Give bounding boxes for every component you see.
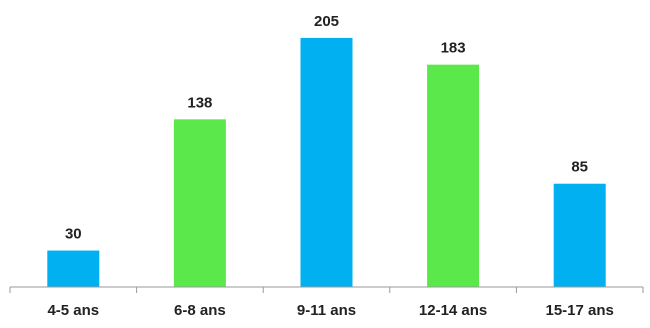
data-label: 138: [187, 94, 212, 111]
x-tick-label: 4-5 ans: [47, 302, 99, 319]
data-label: 30: [65, 226, 82, 243]
data-label: 183: [441, 40, 466, 57]
bar: [47, 250, 100, 287]
bar: [300, 37, 353, 287]
bars-layer: [47, 37, 606, 287]
x-tick-label: 9-11 ans: [297, 302, 356, 319]
data-label: 205: [314, 13, 339, 30]
bar: [173, 119, 226, 287]
x-tick-label: 12-14 ans: [419, 302, 487, 319]
bar: [427, 64, 480, 287]
x-tick-label: 15-17 ans: [546, 302, 614, 319]
x-axis-ticks: [9, 287, 644, 293]
data-labels-layer: 30 138 205 183 85: [65, 13, 588, 243]
bar: [553, 183, 606, 287]
x-tick-label: 6-8 ans: [174, 302, 226, 319]
data-label: 85: [571, 159, 588, 176]
x-axis-labels: 4-5 ans 6-8 ans 9-11 ans 12-14 ans 15-17 ans: [47, 302, 613, 319]
